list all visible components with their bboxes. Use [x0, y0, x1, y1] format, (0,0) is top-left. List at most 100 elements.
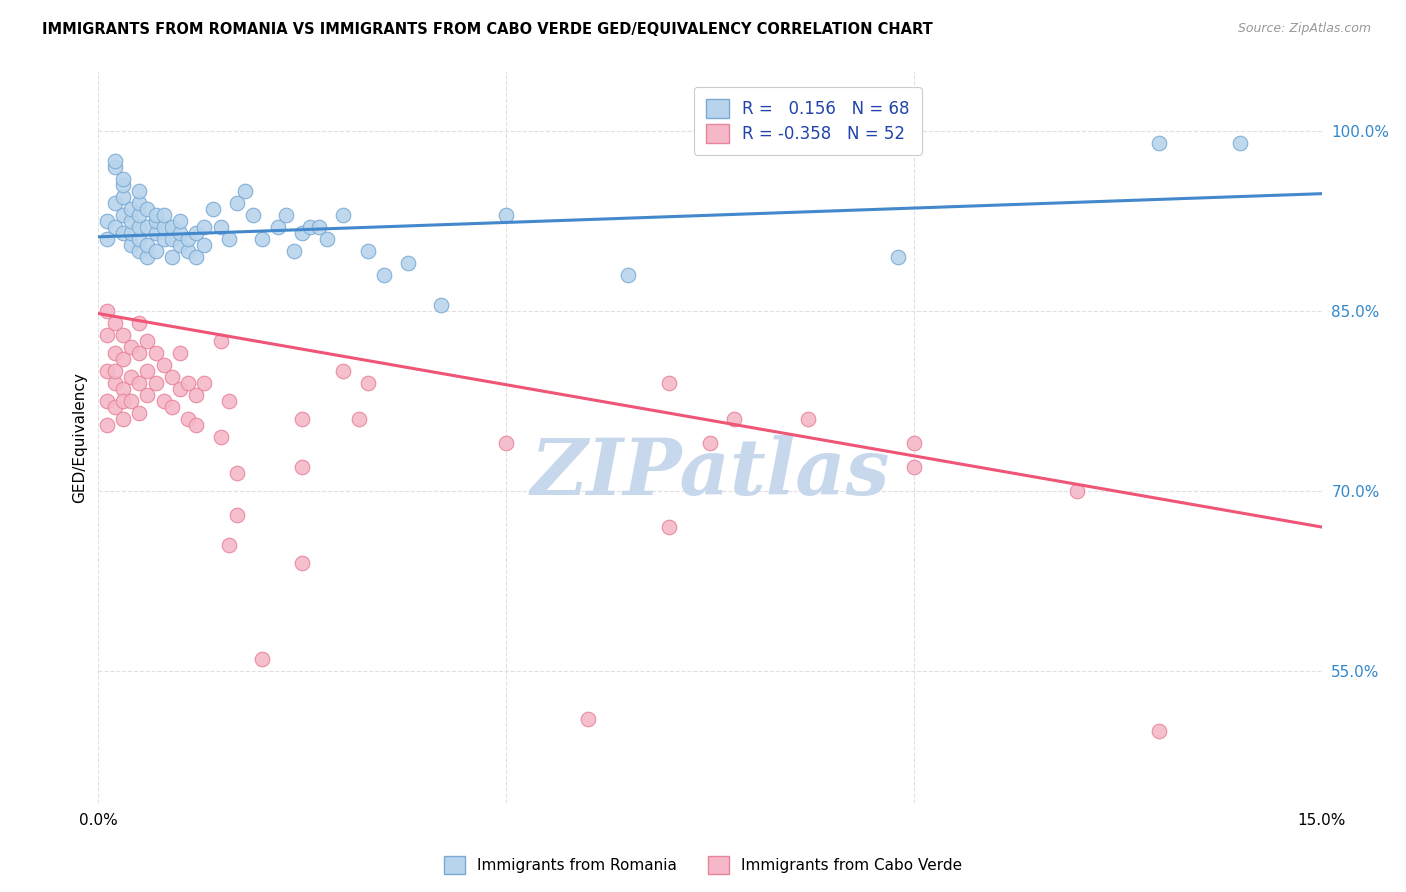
- Point: [136, 334, 159, 348]
- Point: [617, 268, 640, 283]
- Point: [145, 244, 167, 259]
- Point: [120, 214, 142, 228]
- Point: [797, 412, 820, 426]
- Point: [96, 394, 118, 409]
- Point: [120, 238, 142, 252]
- Point: [209, 220, 232, 235]
- Point: [152, 220, 174, 235]
- Point: [233, 184, 256, 198]
- Point: [120, 340, 142, 354]
- Point: [111, 172, 134, 186]
- Point: [104, 346, 127, 360]
- Point: [299, 220, 322, 235]
- Point: [160, 220, 183, 235]
- Point: [903, 436, 925, 450]
- Point: [128, 316, 150, 330]
- Point: [658, 520, 681, 534]
- Point: [96, 232, 118, 246]
- Point: [111, 208, 134, 222]
- Text: Source: ZipAtlas.com: Source: ZipAtlas.com: [1237, 22, 1371, 36]
- Point: [104, 364, 127, 378]
- Point: [177, 244, 200, 259]
- Point: [1147, 136, 1170, 151]
- Point: [128, 184, 150, 198]
- Point: [315, 232, 337, 246]
- Point: [145, 208, 167, 222]
- Point: [128, 376, 150, 391]
- Point: [186, 418, 208, 433]
- Point: [1229, 136, 1251, 151]
- Point: [903, 460, 925, 475]
- Point: [169, 226, 191, 240]
- Point: [120, 226, 142, 240]
- Point: [145, 346, 167, 360]
- Point: [209, 430, 232, 444]
- Point: [291, 556, 314, 570]
- Point: [226, 196, 249, 211]
- Point: [111, 190, 134, 204]
- Legend: Immigrants from Romania, Immigrants from Cabo Verde: Immigrants from Romania, Immigrants from…: [437, 850, 969, 880]
- Point: [308, 220, 330, 235]
- Point: [218, 394, 240, 409]
- Point: [111, 394, 134, 409]
- Point: [96, 304, 118, 318]
- Point: [96, 328, 118, 343]
- Point: [886, 250, 908, 264]
- Point: [177, 232, 200, 246]
- Point: [169, 214, 191, 228]
- Point: [96, 364, 118, 378]
- Point: [356, 244, 378, 259]
- Point: [226, 466, 249, 480]
- Point: [111, 328, 134, 343]
- Point: [250, 652, 273, 666]
- Point: [111, 226, 134, 240]
- Point: [169, 346, 191, 360]
- Point: [128, 208, 150, 222]
- Point: [242, 208, 264, 222]
- Point: [128, 196, 150, 211]
- Point: [136, 388, 159, 402]
- Text: IMMIGRANTS FROM ROMANIA VS IMMIGRANTS FROM CABO VERDE GED/EQUIVALENCY CORRELATIO: IMMIGRANTS FROM ROMANIA VS IMMIGRANTS FR…: [42, 22, 934, 37]
- Point: [723, 412, 745, 426]
- Point: [1066, 483, 1088, 498]
- Point: [283, 244, 305, 259]
- Point: [120, 394, 142, 409]
- Point: [349, 412, 371, 426]
- Point: [169, 238, 191, 252]
- Point: [152, 394, 174, 409]
- Point: [128, 232, 150, 246]
- Point: [136, 364, 159, 378]
- Text: ZIPatlas: ZIPatlas: [530, 435, 890, 512]
- Point: [186, 250, 208, 264]
- Point: [111, 382, 134, 396]
- Point: [186, 388, 208, 402]
- Point: [136, 238, 159, 252]
- Point: [209, 334, 232, 348]
- Point: [396, 256, 419, 270]
- Point: [152, 208, 174, 222]
- Point: [104, 376, 127, 391]
- Point: [136, 220, 159, 235]
- Point: [576, 712, 599, 726]
- Point: [169, 382, 191, 396]
- Point: [226, 508, 249, 522]
- Point: [145, 376, 167, 391]
- Point: [201, 202, 224, 217]
- Point: [128, 244, 150, 259]
- Point: [218, 538, 240, 552]
- Point: [177, 376, 200, 391]
- Point: [160, 232, 183, 246]
- Point: [96, 418, 118, 433]
- Legend: R =   0.156   N = 68, R = -0.358   N = 52: R = 0.156 N = 68, R = -0.358 N = 52: [695, 87, 922, 154]
- Point: [177, 412, 200, 426]
- Point: [218, 232, 240, 246]
- Point: [128, 220, 150, 235]
- Point: [332, 364, 354, 378]
- Point: [136, 202, 159, 217]
- Point: [193, 238, 215, 252]
- Point: [152, 358, 174, 372]
- Point: [332, 208, 354, 222]
- Point: [160, 250, 183, 264]
- Y-axis label: GED/Equivalency: GED/Equivalency: [72, 372, 87, 502]
- Point: [160, 370, 183, 384]
